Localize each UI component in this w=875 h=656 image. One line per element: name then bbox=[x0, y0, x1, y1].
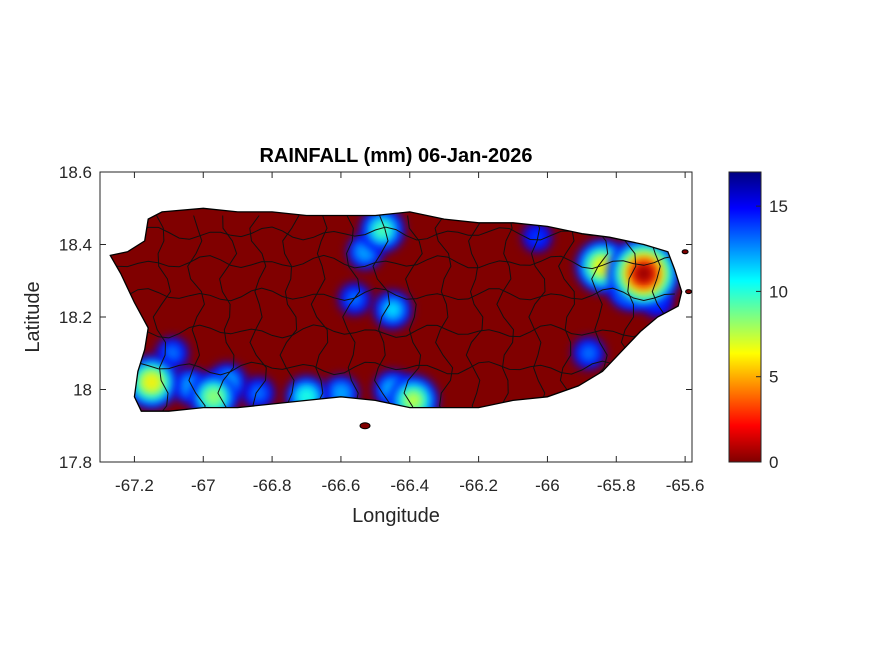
small-island bbox=[681, 249, 689, 255]
y-tick-label: 18.2 bbox=[59, 308, 92, 327]
small-island bbox=[359, 422, 371, 430]
rain-cell bbox=[579, 343, 599, 363]
colorbar-tick-label: 15 bbox=[769, 197, 788, 216]
rain-cell bbox=[345, 289, 365, 309]
municipality-line bbox=[496, 215, 515, 412]
x-tick-label: -66.8 bbox=[253, 476, 292, 495]
rain-cell bbox=[384, 301, 401, 318]
chart-title: RAINFALL (mm) 06-Jan-2026 bbox=[259, 145, 532, 167]
colorbar-tick-label: 0 bbox=[769, 453, 778, 472]
municipality-line bbox=[110, 287, 675, 302]
x-tick-label: -66.6 bbox=[322, 476, 361, 495]
municipality-line bbox=[110, 254, 675, 270]
small-islands bbox=[359, 249, 693, 430]
municipality-line bbox=[434, 215, 454, 412]
municipality-line bbox=[217, 215, 238, 412]
rain-cell bbox=[596, 260, 609, 273]
municipality-line bbox=[152, 215, 172, 412]
municipality-line bbox=[403, 215, 423, 412]
municipality-line bbox=[558, 215, 578, 412]
y-tick-label: 18.4 bbox=[59, 236, 92, 255]
municipality-line bbox=[465, 215, 486, 412]
x-tick-label: -65.8 bbox=[597, 476, 636, 495]
x-tick-label: -66.2 bbox=[459, 476, 498, 495]
island-coastline bbox=[109, 207, 683, 412]
municipality-line bbox=[110, 323, 675, 339]
municipality-line bbox=[187, 215, 206, 412]
y-tick-label: 18.6 bbox=[59, 163, 92, 182]
rain-cell bbox=[248, 383, 268, 403]
colorbar-tick-label: 5 bbox=[769, 368, 778, 387]
rain-cell bbox=[406, 393, 421, 408]
municipality-line bbox=[342, 215, 361, 412]
rain-cell bbox=[528, 228, 546, 246]
island-rainfall-layer bbox=[109, 207, 693, 430]
x-tick-label: -66.4 bbox=[390, 476, 429, 495]
colorbar-ticks: 0 5 10 15 bbox=[756, 197, 788, 472]
y-axis-label: Latitude bbox=[22, 281, 44, 352]
x-axis-label: Longitude bbox=[352, 505, 440, 527]
x-tick-label: -65.6 bbox=[666, 476, 705, 495]
rain-cell bbox=[162, 343, 182, 363]
x-tick-label: -66 bbox=[535, 476, 560, 495]
municipality-line bbox=[310, 215, 329, 412]
y-tick-label: 18 bbox=[73, 381, 92, 400]
colorbar bbox=[728, 171, 762, 463]
municipality-line bbox=[249, 215, 267, 412]
y-axis-ticks: 17.8 18 18.2 18.4 18.6 bbox=[59, 163, 692, 472]
rain-cell bbox=[638, 267, 650, 280]
colorbar-tick-label: 10 bbox=[769, 282, 788, 301]
x-axis-ticks: -67.2 -67 -66.8 -66.6 -66.4 -66.2 -66 -65.8 -65.… bbox=[115, 172, 704, 495]
small-island bbox=[685, 289, 693, 295]
municipality-line bbox=[528, 215, 546, 412]
rain-cell bbox=[145, 376, 158, 389]
rain-cell bbox=[207, 390, 220, 404]
x-tick-label: -67 bbox=[191, 476, 216, 495]
municipality-line bbox=[372, 215, 392, 412]
municipality-line bbox=[110, 360, 675, 376]
rain-cell bbox=[357, 244, 373, 260]
x-tick-label: -67.2 bbox=[115, 476, 154, 495]
y-tick-label: 17.8 bbox=[59, 453, 92, 472]
municipality-line bbox=[279, 215, 300, 412]
